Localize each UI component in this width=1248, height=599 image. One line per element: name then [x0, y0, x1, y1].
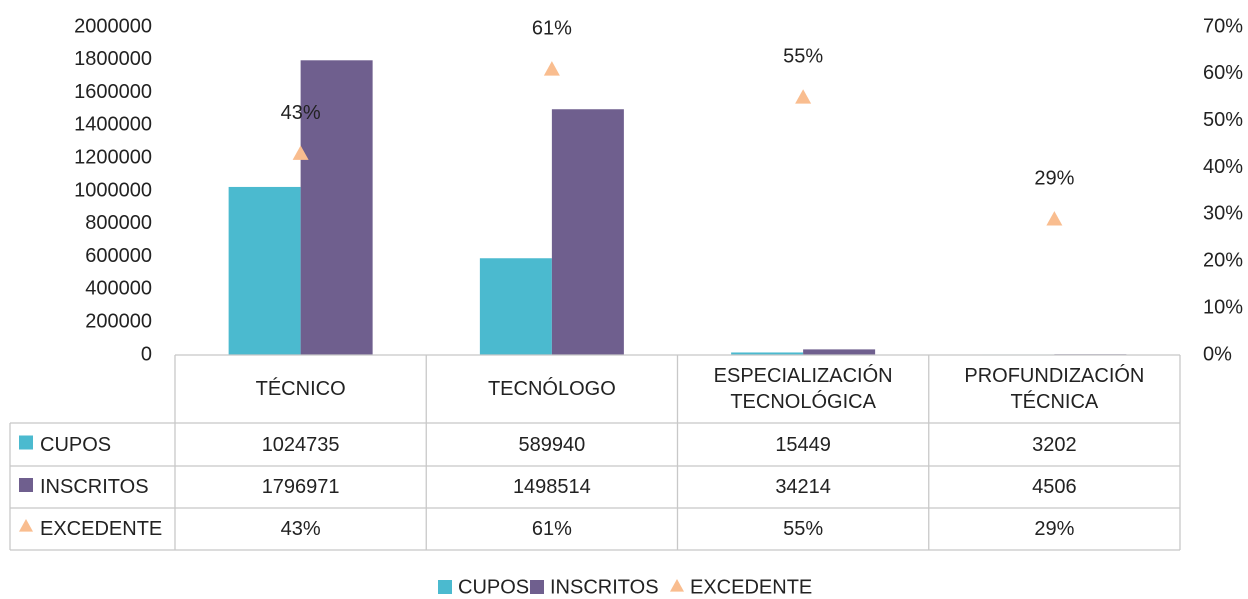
category-label: PROFUNDIZACIÓN TÉCNICA [964, 365, 1145, 413]
legend-label: INSCRITOS [550, 576, 659, 598]
marker [292, 145, 309, 160]
category-label: TÉCNICO [255, 378, 346, 400]
bar [479, 258, 552, 355]
y2-tick-label: 0% [1203, 343, 1232, 365]
legend-label: CUPOS [458, 576, 529, 598]
table-cell: 55% [783, 518, 824, 540]
table-cell: 1796971 [261, 476, 340, 498]
table-legend-key [19, 435, 33, 450]
legend-key [670, 579, 684, 592]
table-cell: 61% [531, 518, 572, 540]
y-tick-label: 1400000 [74, 114, 152, 136]
y-tick-label: 1800000 [74, 48, 152, 70]
y-tick-label: 800000 [85, 212, 152, 234]
y-tick-label: 1600000 [74, 81, 152, 103]
y2-tick-label: 70% [1203, 15, 1243, 37]
y-tick-label: 200000 [85, 310, 152, 332]
bar [228, 186, 301, 355]
table-cell: 589940 [518, 433, 586, 456]
row-header: INSCRITOS [40, 476, 149, 498]
bar [551, 109, 624, 355]
y-tick-label: 400000 [85, 278, 152, 300]
y2-tick-label: 10% [1203, 296, 1243, 318]
category-label: ESPECIALIZACIÓN TECNOLÓGICA [713, 365, 893, 413]
table-cell: 4506 [1032, 476, 1077, 498]
y2-tick-label: 30% [1203, 203, 1243, 225]
table-cell: 3202 [1032, 433, 1077, 456]
table-cell: 1024735 [261, 433, 340, 456]
y-tick-label: 600000 [85, 245, 152, 267]
table-legend-key [19, 519, 33, 532]
legend-key [530, 580, 544, 594]
category-label: TECNÓLOGO [487, 378, 616, 400]
table-cell: 15449 [775, 433, 831, 456]
legend-label: EXCEDENTE [690, 576, 812, 598]
bar [731, 352, 804, 355]
marker [543, 61, 560, 76]
bar [300, 60, 373, 356]
row-header: EXCEDENTE [40, 518, 163, 540]
y-tick-label: 1000000 [74, 179, 152, 201]
y2-tick-label: 50% [1203, 109, 1243, 131]
legend-key [438, 580, 452, 594]
y2-tick-label: 60% [1203, 62, 1243, 84]
table-cell: 1498514 [512, 476, 591, 498]
marker [795, 89, 812, 104]
marker [1046, 211, 1063, 226]
data-label: 61% [532, 17, 572, 39]
data-label: 29% [1034, 167, 1074, 189]
row-header: CUPOS [40, 433, 112, 456]
table-legend-key [19, 478, 33, 492]
bar [803, 349, 876, 355]
table-cell: 34214 [775, 476, 831, 498]
y-tick-label: 2000000 [74, 15, 152, 37]
table-cell: 29% [1034, 518, 1075, 540]
table-cell: 43% [280, 518, 321, 540]
y2-tick-label: 20% [1203, 250, 1243, 272]
data-label: 55% [783, 46, 823, 68]
y-tick-label: 1200000 [74, 146, 152, 168]
y2-tick-label: 40% [1203, 156, 1243, 178]
data-label: 43% [281, 102, 321, 124]
y-tick-label: 0 [141, 343, 152, 365]
